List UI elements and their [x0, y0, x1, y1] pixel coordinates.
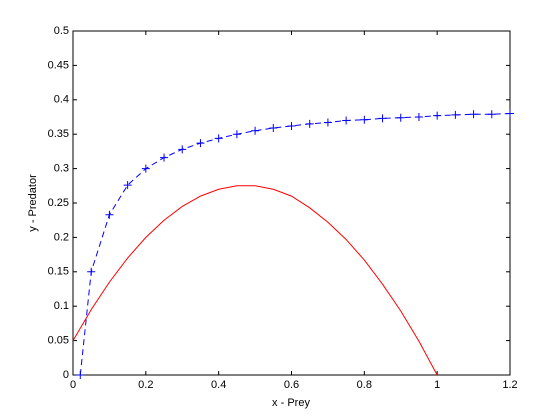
point-marker [196, 139, 205, 148]
y-tick-label: 0.2 [54, 231, 69, 243]
point-marker [76, 371, 85, 379]
x-tick-label: 1.2 [502, 379, 517, 391]
point-marker [287, 121, 296, 130]
point-marker [87, 267, 96, 276]
point-marker [305, 119, 314, 128]
point-marker [360, 115, 369, 124]
point-marker [342, 116, 351, 125]
point-marker [451, 110, 460, 119]
point-marker [251, 126, 260, 135]
y-tick-label: 0.05 [48, 335, 69, 347]
point-marker [178, 145, 187, 154]
point-marker [232, 130, 241, 139]
point-marker [123, 181, 132, 190]
point-marker [378, 114, 387, 123]
point-marker [269, 124, 278, 133]
x-tick-label: 0.8 [357, 379, 372, 391]
y-tick-label: 0.5 [54, 25, 69, 37]
x-tick-label: 0.4 [211, 379, 226, 391]
point-marker [214, 134, 223, 143]
y-tick-label: 0.1 [54, 300, 69, 312]
x-tick-label: 0.6 [284, 379, 299, 391]
x-tick-label: 1 [434, 379, 440, 391]
x-tick-label: 0.2 [138, 379, 153, 391]
point-marker [396, 113, 405, 122]
y-axis-label: y - Predator [27, 174, 39, 232]
y-tick-label: 0 [63, 369, 69, 381]
x-tick-label: 0 [70, 379, 76, 391]
point-marker [105, 210, 114, 219]
y-tick-label: 0.35 [48, 128, 69, 140]
y-tick-label: 0.4 [54, 94, 69, 106]
point-marker [160, 153, 169, 162]
y-tick-label: 0.3 [54, 163, 69, 175]
point-marker [487, 110, 496, 119]
point-marker [433, 111, 442, 120]
x-axis-label: x - Prey [272, 397, 310, 409]
point-marker [506, 109, 514, 118]
point-marker [469, 110, 478, 119]
point-marker [141, 164, 150, 173]
y-tick-label: 0.15 [48, 266, 69, 278]
series-line [72, 185, 438, 376]
point-marker [414, 113, 423, 121]
y-tick-label: 0.25 [48, 197, 69, 209]
point-marker [323, 118, 332, 127]
y-tick-label: 0.45 [48, 59, 69, 71]
axes-box [72, 30, 511, 376]
